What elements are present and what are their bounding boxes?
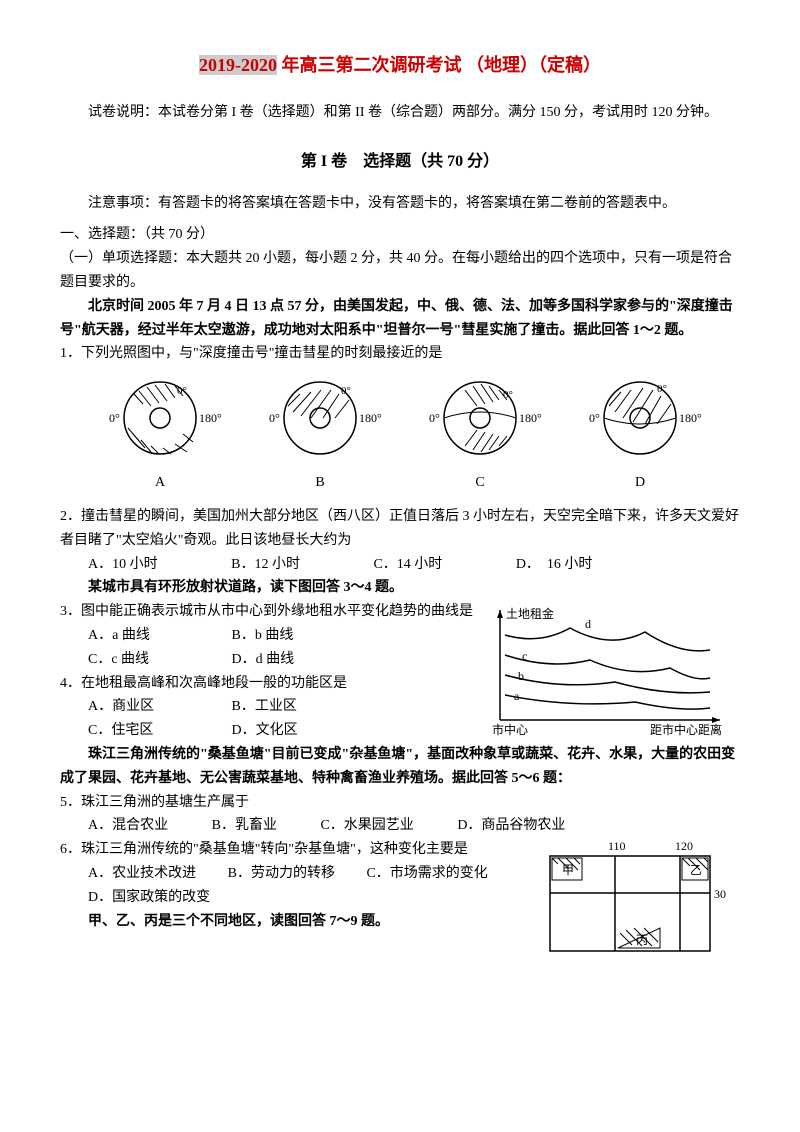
svg-text:30: 30 xyxy=(714,887,726,901)
exam-title: 2019-2020 年高三第二次调研考试 （地理）（定稿） xyxy=(60,50,740,81)
svg-text:0°: 0° xyxy=(429,411,440,425)
svg-text:土地租金: 土地租金 xyxy=(506,606,554,621)
diagram-b: 0° 180° 0° B xyxy=(255,376,385,495)
q6-options: A．农业技术改进 B．劳动力的转移 C．市场需求的变化 D．国家政策的改变 xyxy=(60,862,540,910)
diagram-d-label: D xyxy=(575,471,705,495)
svg-text:0°: 0° xyxy=(341,385,351,397)
globe-d-icon: 0° 180° 0° xyxy=(575,376,705,471)
q2-opt-a: A．10 小时 xyxy=(88,553,158,577)
q4-opt-a: A．商业区 xyxy=(88,695,228,719)
diagram-c: 0° 180° 0° C xyxy=(415,376,545,495)
q6-opt-d: D．国家政策的改变 xyxy=(88,890,210,905)
q2-options: A．10 小时 B．12 小时 C．14 小时 D． 16 小时 xyxy=(60,553,740,577)
notice-text: 注意事项：有答题卡的将答案填在答题卡中，没有答题卡的，将答案填在第二卷前的答题表… xyxy=(60,192,740,216)
svg-text:180°: 180° xyxy=(679,411,702,425)
q4-opt-b: B．工业区 xyxy=(232,695,372,719)
exam-instructions: 试卷说明：本试卷分第 I 卷（选择题）和第 II 卷（综合题）两部分。满分 15… xyxy=(60,101,740,125)
q3-opt-b: B．b 曲线 xyxy=(232,624,372,648)
q5-opt-a: A．混合农业 xyxy=(88,814,168,838)
q3-opt-a: A．a 曲线 xyxy=(88,624,228,648)
q5-opt-c: C．水果园艺业 xyxy=(320,814,413,838)
svg-text:0°: 0° xyxy=(269,411,280,425)
svg-text:0°: 0° xyxy=(177,385,187,397)
globe-c-icon: 0° 180° 0° xyxy=(415,376,545,471)
q2-opt-b: B．12 小时 xyxy=(231,553,300,577)
q5-options: A．混合农业 B．乳畜业 C．水果园艺业 D．商品谷物农业 xyxy=(60,814,740,838)
question-1: 1．下列光照图中，与"深度撞击号"撞击彗星的时刻最接近的是 xyxy=(60,342,740,366)
q6-opt-b: B．劳动力的转移 xyxy=(228,866,335,881)
diagram-c-label: C xyxy=(415,471,545,495)
q4-opt-c: C．住宅区 xyxy=(88,719,228,743)
svg-text:d: d xyxy=(585,617,591,631)
question-5: 5．珠江三角洲的基塘生产属于 xyxy=(60,791,740,815)
q5-opt-d: D．商品谷物农业 xyxy=(457,814,565,838)
svg-text:0°: 0° xyxy=(109,411,120,425)
svg-text:120: 120 xyxy=(675,839,693,853)
title-rest: 年高三第二次调研考试 （地理）（定稿） xyxy=(277,55,601,75)
svg-text:0°: 0° xyxy=(589,411,600,425)
context-3: 珠江三角洲传统的"桑基鱼塘"目前已变成"杂基鱼塘"，基面改种象草或蔬菜、花卉、水… xyxy=(60,743,740,791)
svg-text:0°: 0° xyxy=(503,389,513,401)
q4-opt-d: D．文化区 xyxy=(232,719,372,743)
q6-opt-c: C．市场需求的变化 xyxy=(366,866,487,881)
globe-b-icon: 0° 180° 0° xyxy=(255,376,385,471)
svg-text:甲: 甲 xyxy=(562,863,574,877)
part1-header: 一、选择题：（共 70 分） xyxy=(60,223,740,247)
q2-opt-c: C．14 小时 xyxy=(373,553,442,577)
context-2: 某城市具有环形放射状道路，读下图回答 3～4 题。 xyxy=(60,576,740,600)
q6-opt-a: A．农业技术改进 xyxy=(88,866,196,881)
q3-opt-d: D．d 曲线 xyxy=(232,648,372,672)
diagram-d: 0° 180° 0° D xyxy=(575,376,705,495)
svg-text:乙: 乙 xyxy=(690,863,702,877)
question-6: 6．珠江三角洲传统的"桑基鱼塘"转向"杂基鱼塘"，这种变化主要是 xyxy=(60,838,540,862)
svg-text:c: c xyxy=(522,649,527,663)
diagram-b-label: B xyxy=(255,471,385,495)
globe-a-icon: 0° 180° 0° xyxy=(95,376,225,471)
svg-text:市中心: 市中心 xyxy=(492,722,528,737)
svg-text:0°: 0° xyxy=(657,383,667,395)
svg-text:a: a xyxy=(514,689,520,703)
diagram-a-label: A xyxy=(95,471,225,495)
svg-text:距市中心距离: 距市中心距离 xyxy=(650,722,722,737)
land-rent-chart: 土地租金 市中心 距市中心距离 d c b a xyxy=(480,600,740,743)
q2-opt-d: D． 16 小时 xyxy=(516,553,593,577)
question-2: 2．撞击彗星的瞬间，美国加州大部分地区（西八区）正值日落后 3 小时左右，天空完… xyxy=(60,505,740,553)
question-4: 4．在地租最高峰和次高峰地段一般的功能区是 xyxy=(60,672,480,696)
q5-opt-b: B．乳畜业 xyxy=(212,814,277,838)
region-map: 110 120 30 甲 乙 丙 xyxy=(540,838,740,958)
q3-options: A．a 曲线 B．b 曲线 C．c 曲线 D．d 曲线 xyxy=(60,624,480,672)
context-1: 北京时间 2005 年 7 月 4 日 13 点 57 分，由美国发起，中、俄、… xyxy=(60,295,740,343)
q1-diagram: 0° 180° 0° A 0° 180° 0° B xyxy=(60,376,740,495)
svg-text:180°: 180° xyxy=(359,411,382,425)
diagram-a: 0° 180° 0° A xyxy=(95,376,225,495)
context-4: 甲、乙、丙是三个不同地区，读图回答 7～9 题。 xyxy=(60,910,540,934)
q3-opt-c: C．c 曲线 xyxy=(88,648,228,672)
q4-options: A．商业区 B．工业区 C．住宅区 D．文化区 xyxy=(60,695,480,743)
svg-text:b: b xyxy=(518,669,524,683)
subpart1-desc: （一）单项选择题：本大题共 20 小题，每小题 2 分，共 40 分。在每小题给… xyxy=(60,247,740,295)
svg-text:180°: 180° xyxy=(519,411,542,425)
svg-text:丙: 丙 xyxy=(636,933,648,947)
title-year: 2019-2020 xyxy=(199,55,277,75)
svg-text:180°: 180° xyxy=(199,411,222,425)
question-3: 3．图中能正确表示城市从市中心到外缘地租水平变化趋势的曲线是 xyxy=(60,600,480,624)
svg-text:110: 110 xyxy=(608,839,626,853)
section1-header: 第 I 卷 选择题（共 70 分） xyxy=(60,148,740,175)
